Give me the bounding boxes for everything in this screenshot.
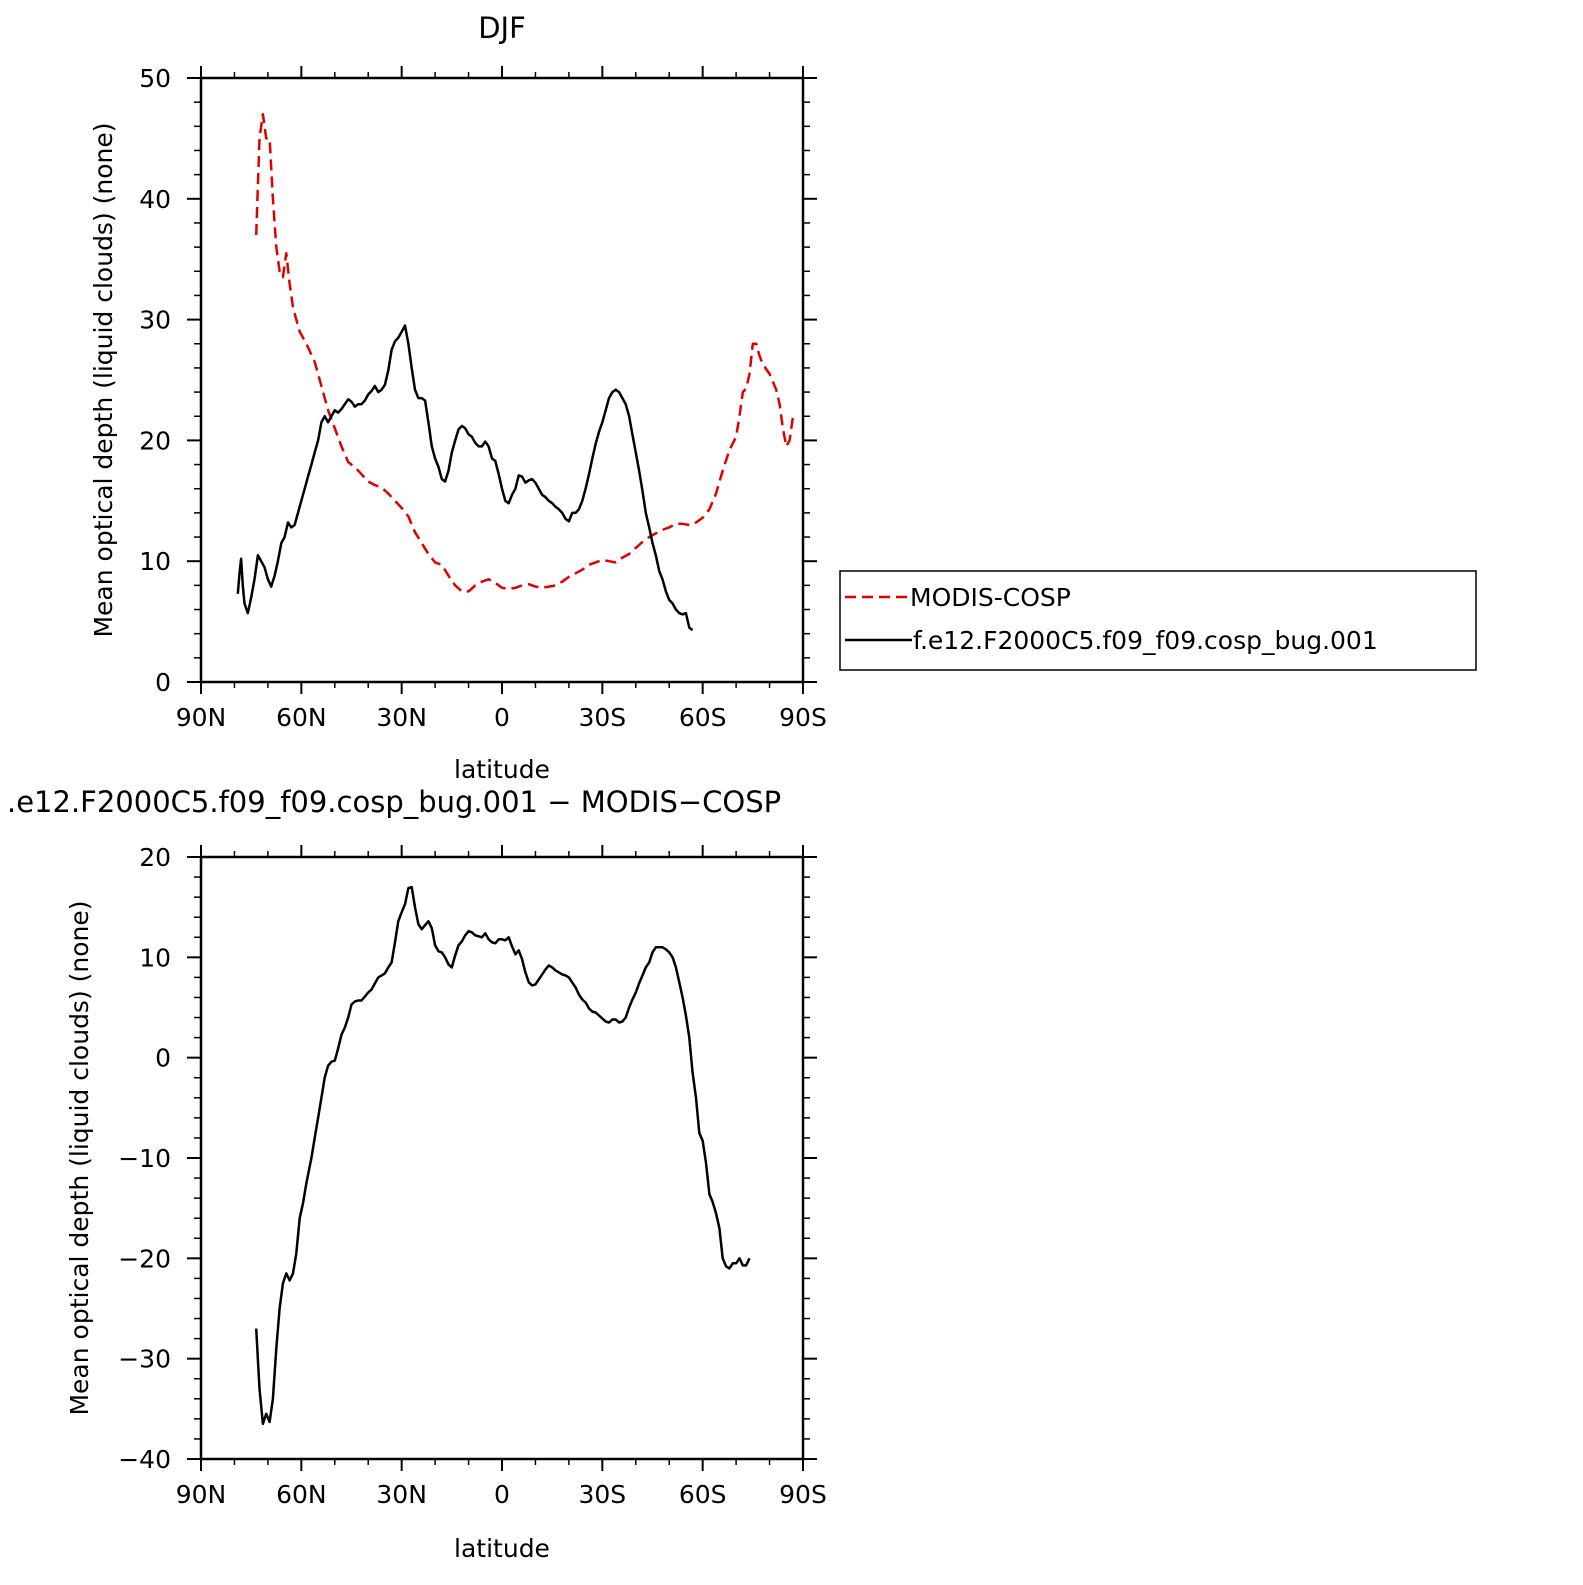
top-x-axis-label: latitude: [454, 755, 550, 784]
bottom-x-tick-label: 30S: [578, 1480, 626, 1509]
top-x-tick-label: 90S: [779, 703, 827, 732]
top-y-tick-label: 50: [139, 64, 171, 93]
top-x-tick-label: 60S: [679, 703, 727, 732]
top-panel: DJF 90N 60N 30N 0 30S 60S 90S 0 10 20 30 40 50 latit…: [89, 11, 827, 784]
legend-label-model: f.e12.F2000C5.f09_f09.cosp_bug.001: [913, 626, 1378, 655]
legend-label-modis: MODIS-COSP: [910, 583, 1071, 612]
bottom-panel: .e12.F2000C5.f09_f09.cosp_bug.001 − MODI…: [7, 785, 827, 1563]
legend-box: [839, 570, 1477, 671]
top-plot-frame: [199, 76, 805, 684]
top-x-tick-label: 60N: [276, 703, 327, 732]
bottom-y-tick-label: 20: [139, 843, 171, 872]
bottom-x-tick-label: 90S: [779, 1480, 827, 1509]
bottom-x-tick-label: 0: [494, 1480, 510, 1509]
bottom-y-tick-label: 0: [155, 1044, 171, 1073]
bottom-y-axis-label: Mean optical depth (liquid clouds) (none…: [65, 900, 94, 1415]
top-chart-title: DJF: [478, 11, 526, 45]
top-y-tick-label: 40: [139, 185, 171, 214]
top-series-line-modis-cosp: [254, 112, 795, 593]
bottom-y-tick-label: −40: [118, 1445, 171, 1474]
bottom-y-tick-label: −10: [118, 1144, 171, 1173]
top-y-tick-label: 30: [139, 306, 171, 335]
top-y-tick-label: 10: [139, 547, 171, 576]
bottom-plot-frame: [199, 855, 805, 1461]
bottom-chart-title: .e12.F2000C5.f09_f09.cosp_bug.001 − MODI…: [7, 785, 781, 819]
bottom-x-tick-label: 90N: [176, 1480, 227, 1509]
top-series-lines: [236, 112, 795, 632]
top-series-line-f-e12-f2000c5-f09-f09-cosp-bug-001: [236, 324, 694, 632]
top-y-axis-label: Mean optical depth (liquid clouds) (none…: [89, 122, 118, 637]
bottom-series-line-difference: [254, 885, 751, 1426]
top-y-tick-label: 20: [139, 426, 171, 455]
bottom-x-tick-label: 60N: [276, 1480, 327, 1509]
bottom-x-tick-label: 30N: [376, 1480, 427, 1509]
bottom-series-lines: [254, 885, 751, 1426]
bottom-axis-ticks: 90N 60N 30N 0 30S 60S 90S −40 −30 −20 −10 0 10 20: [118, 843, 827, 1509]
bottom-x-tick-label: 60S: [679, 1480, 727, 1509]
top-axis-ticks: 90N 60N 30N 0 30S 60S 90S 0 10 20 30 40 50: [139, 64, 827, 732]
legend: MODIS-COSP f.e12.F2000C5.f09_f09.cosp_bu…: [839, 570, 1477, 671]
bottom-x-axis-label: latitude: [454, 1534, 550, 1563]
bottom-y-tick-label: 10: [139, 943, 171, 972]
top-y-tick-label: 0: [155, 668, 171, 697]
top-x-tick-label: 30S: [578, 703, 626, 732]
top-x-tick-label: 30N: [376, 703, 427, 732]
top-x-tick-label: 90N: [176, 703, 227, 732]
bottom-y-tick-label: −20: [118, 1244, 171, 1273]
bottom-y-tick-label: −30: [118, 1345, 171, 1374]
top-x-tick-label: 0: [494, 703, 510, 732]
